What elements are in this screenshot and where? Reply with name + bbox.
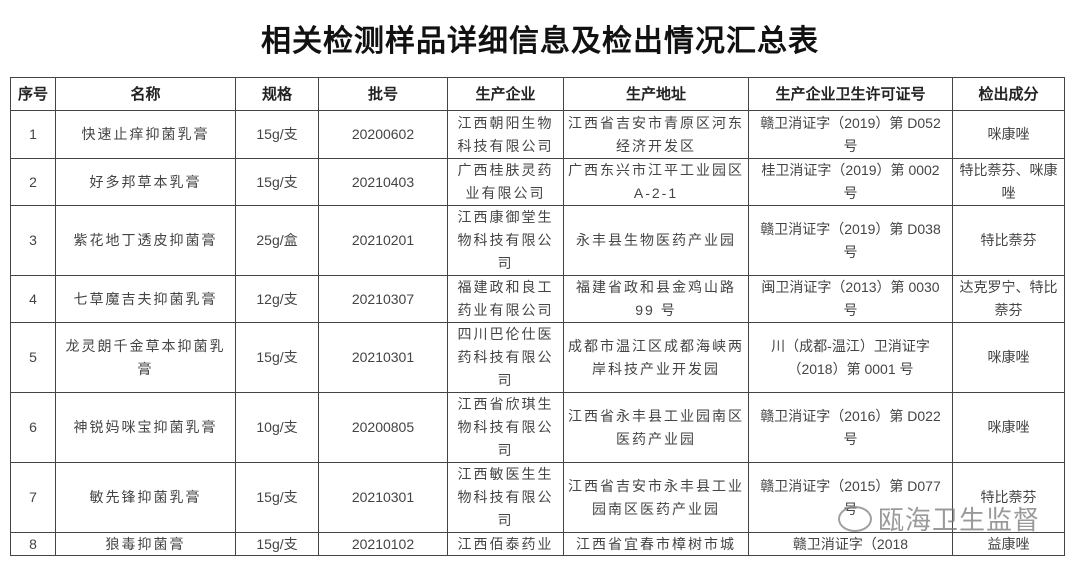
header-detected: 检出成分	[952, 77, 1065, 111]
cell-detected: 特比萘芬、咪康唑	[952, 158, 1065, 206]
cell-company: 福建政和良工药业有限公司	[447, 275, 564, 323]
cell-name: 敏先锋抑菌乳膏	[55, 462, 236, 533]
cell-address: 成都市温江区成都海峡两岸科技产业开发园	[563, 322, 749, 393]
cell-license: 桂卫消证字（2019）第 0002 号	[748, 158, 953, 206]
table-row: 5 龙灵朗千金草本抑菌乳膏 15g/支 20210301 四川巴伦仕医药科技有限公司 成都…	[10, 322, 1065, 393]
cell-detected: 达克罗宁、特比萘芬	[952, 275, 1065, 323]
cell-company: 江西康御堂生物科技有限公司	[447, 205, 564, 276]
cell-no: 8	[10, 532, 56, 556]
cell-no: 5	[10, 322, 56, 393]
cell-spec: 15g/支	[235, 532, 319, 556]
header-batch: 批号	[318, 77, 448, 111]
cell-name: 龙灵朗千金草本抑菌乳膏	[55, 322, 236, 393]
cell-no: 6	[10, 392, 56, 463]
cell-detected: 益康唑	[952, 532, 1065, 556]
cell-name: 好多邦草本乳膏	[55, 158, 236, 206]
cell-batch: 20200602	[318, 110, 448, 159]
cell-detected: 咪康唑	[952, 392, 1065, 463]
header-no: 序号	[10, 77, 56, 111]
table-row: 1 快速止痒抑菌乳膏 15g/支 20200602 江西朝阳生物科技有限公司 江西省吉安市…	[10, 110, 1065, 159]
header-spec: 规格	[235, 77, 319, 111]
cell-company: 江西朝阳生物科技有限公司	[447, 110, 564, 159]
cell-spec: 15g/支	[235, 110, 319, 159]
cell-license: 川（成都-温江）卫消证字（2018）第 0001 号	[748, 322, 953, 393]
cell-detected: 咪康唑	[952, 322, 1065, 393]
cell-no: 3	[10, 205, 56, 276]
cell-name: 狼毒抑菌膏	[55, 532, 236, 556]
cell-batch: 20210301	[318, 322, 448, 393]
cell-no: 1	[10, 110, 56, 159]
cell-license: 赣卫消证字（2018	[748, 532, 953, 556]
table-row: 8 狼毒抑菌膏 15g/支 20210102 江西佰泰药业 江西省宜春市樟树市城 赣卫消证字…	[10, 532, 1065, 556]
cell-license: 赣卫消证字（2019）第 D038 号	[748, 205, 953, 276]
cell-name: 紫花地丁透皮抑菌膏	[55, 205, 236, 276]
cell-detected: 咪康唑	[952, 110, 1065, 159]
cell-company: 广西桂肤灵药业有限公司	[447, 158, 564, 206]
cell-no: 2	[10, 158, 56, 206]
cell-address: 广西东兴市江平工业园区 A-2-1	[563, 158, 749, 206]
cell-company: 江西佰泰药业	[447, 532, 564, 556]
cell-name: 七草魔吉夫抑菌乳膏	[55, 275, 236, 323]
watermark-text: 瓯海卫生监督	[878, 505, 1041, 535]
cell-license: 闽卫消证字（2013）第 0030 号	[748, 275, 953, 323]
cell-name: 快速止痒抑菌乳膏	[55, 110, 236, 159]
cell-no: 4	[10, 275, 56, 323]
cell-detected: 特比萘芬	[952, 205, 1065, 276]
cell-address: 江西省吉安市青原区河东经济开发区	[563, 110, 749, 159]
cell-no: 7	[10, 462, 56, 533]
table-row: 3 紫花地丁透皮抑菌膏 25g/盒 20210201 江西康御堂生物科技有限公司 永丰县生…	[10, 205, 1065, 276]
cell-batch: 20210301	[318, 462, 448, 533]
cell-address: 江西省宜春市樟树市城	[563, 532, 749, 556]
cell-spec: 12g/支	[235, 275, 319, 323]
header-company: 生产企业	[447, 77, 564, 111]
header-name: 名称	[55, 77, 236, 111]
cell-batch: 20210102	[318, 532, 448, 556]
cell-batch: 20210307	[318, 275, 448, 323]
cell-batch: 20200805	[318, 392, 448, 463]
cell-spec: 10g/支	[235, 392, 319, 463]
cell-address: 江西省永丰县工业园南区医药产业园	[563, 392, 749, 463]
cell-spec: 15g/支	[235, 322, 319, 393]
watermark: 瓯海卫生监督	[838, 500, 1040, 537]
cell-address: 江西省吉安市永丰县工业园南区医药产业园	[563, 462, 749, 533]
cell-license: 赣卫消证字（2016）第 D022 号	[748, 392, 953, 463]
header-address: 生产地址	[563, 77, 749, 111]
table-row: 7 敏先锋抑菌乳膏 15g/支 20210301 江西敏医生生物科技有限公司 江西省吉安市…	[10, 462, 1065, 533]
cell-spec: 25g/盒	[235, 205, 319, 276]
wechat-icon	[838, 505, 872, 532]
cell-address: 福建省政和县金鸡山路99 号	[563, 275, 749, 323]
cell-company: 江西省欣琪生物科技有限公司	[447, 392, 564, 463]
cell-name: 神锐妈咪宝抑菌乳膏	[55, 392, 236, 463]
table-row: 6 神锐妈咪宝抑菌乳膏 10g/支 20200805 江西省欣琪生物科技有限公司 江西省永…	[10, 392, 1065, 463]
cell-spec: 15g/支	[235, 462, 319, 533]
cell-company: 江西敏医生生物科技有限公司	[447, 462, 564, 533]
cell-address: 永丰县生物医药产业园	[563, 205, 749, 276]
page-title: 相关检测样品详细信息及检出情况汇总表	[261, 25, 819, 58]
cell-detected: 特比萘芬	[952, 462, 1065, 533]
header-license: 生产企业卫生许可证号	[748, 77, 953, 111]
cell-batch: 20210403	[318, 158, 448, 206]
table-row: 2 好多邦草本乳膏 15g/支 20210403 广西桂肤灵药业有限公司 广西东兴市江平工…	[10, 158, 1065, 206]
table-row: 4 七草魔吉夫抑菌乳膏 12g/支 20210307 福建政和良工药业有限公司 福建省政和…	[10, 275, 1065, 323]
cell-company: 四川巴伦仕医药科技有限公司	[447, 322, 564, 393]
cell-spec: 15g/支	[235, 158, 319, 206]
table-header-row: 序号 名称 规格 批号 生产企业 生产地址 生产企业卫生许可证号 检出成分	[10, 77, 1065, 111]
cell-batch: 20210201	[318, 205, 448, 276]
cell-license: 赣卫消证字（2019）第 D052 号	[748, 110, 953, 159]
